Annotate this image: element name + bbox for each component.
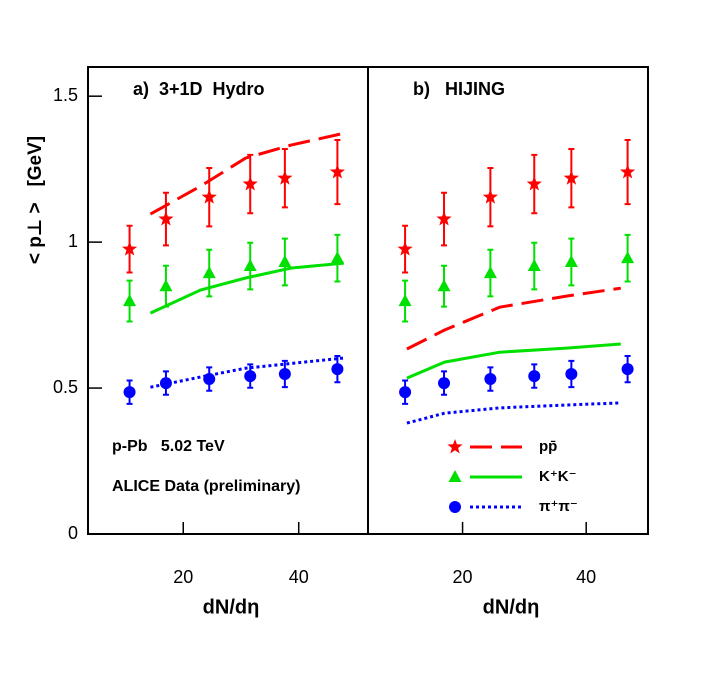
circle-marker	[484, 373, 497, 386]
star-marker	[277, 170, 293, 185]
circle-marker	[123, 386, 136, 399]
legend-marker	[447, 439, 463, 454]
star-marker	[436, 211, 452, 226]
model-curve	[149, 261, 344, 315]
circle-marker	[438, 377, 451, 390]
triangle-marker	[564, 254, 578, 267]
annotation: ALICE Data (preliminary)	[112, 478, 300, 495]
circle-marker	[203, 373, 216, 386]
model-curve	[406, 286, 622, 351]
legend-marker	[448, 470, 462, 482]
y-tick-label: 1	[68, 231, 78, 251]
y-tick-label: 0	[68, 523, 78, 543]
star-marker	[122, 241, 138, 256]
triangle-marker	[330, 251, 344, 264]
circle-marker	[278, 368, 291, 381]
x-tick-label: 40	[289, 567, 309, 587]
model-curve	[149, 131, 345, 216]
panel-title: a) 3+1D Hydro	[133, 79, 265, 99]
y-axis-label: < p⊥ > [GeV]	[25, 136, 46, 264]
star-marker	[563, 170, 579, 185]
panel-title: b) HIJING	[413, 79, 505, 99]
legend-marker	[449, 501, 461, 513]
circle-marker	[565, 368, 578, 381]
model-curve	[150, 356, 344, 389]
star-marker	[201, 189, 217, 204]
circle-marker	[331, 363, 344, 376]
model-curve	[406, 401, 621, 425]
legend-label: π⁺π⁻	[539, 498, 578, 515]
triangle-marker	[123, 294, 137, 307]
y-tick-label: 1.5	[53, 85, 78, 105]
triangle-marker	[483, 266, 497, 279]
x-axis-label: dN/dη	[203, 596, 260, 618]
star-marker	[620, 164, 636, 179]
triangle-marker	[243, 259, 257, 272]
circle-marker	[244, 370, 257, 383]
triangle-marker	[621, 251, 635, 264]
triangle-marker	[437, 279, 451, 292]
triangle-marker	[527, 259, 541, 272]
y-tick-label: 0.5	[53, 377, 78, 397]
x-tick-label: 40	[576, 567, 596, 587]
circle-marker	[159, 377, 172, 390]
annotation: p-Pb 5.02 TeV	[112, 438, 225, 455]
circle-marker	[621, 363, 634, 376]
star-marker	[158, 211, 174, 226]
star-marker	[397, 241, 413, 256]
circle-marker	[399, 386, 412, 399]
triangle-marker	[202, 266, 216, 279]
triangle-marker	[159, 279, 173, 292]
x-tick-label: 20	[453, 567, 473, 587]
triangle-marker	[278, 254, 292, 267]
star-marker	[526, 176, 542, 191]
circle-marker	[528, 370, 541, 383]
legend-label: pp̄	[539, 438, 557, 455]
legend-label: K⁺K⁻	[539, 468, 577, 485]
triangle-marker	[398, 294, 412, 307]
x-tick-label: 20	[173, 567, 193, 587]
star-marker	[482, 189, 498, 204]
star-marker	[329, 164, 345, 179]
panel-frame	[367, 66, 649, 535]
star-marker	[242, 176, 258, 191]
x-axis-label: dN/dη	[483, 596, 540, 618]
model-curve	[406, 342, 621, 380]
